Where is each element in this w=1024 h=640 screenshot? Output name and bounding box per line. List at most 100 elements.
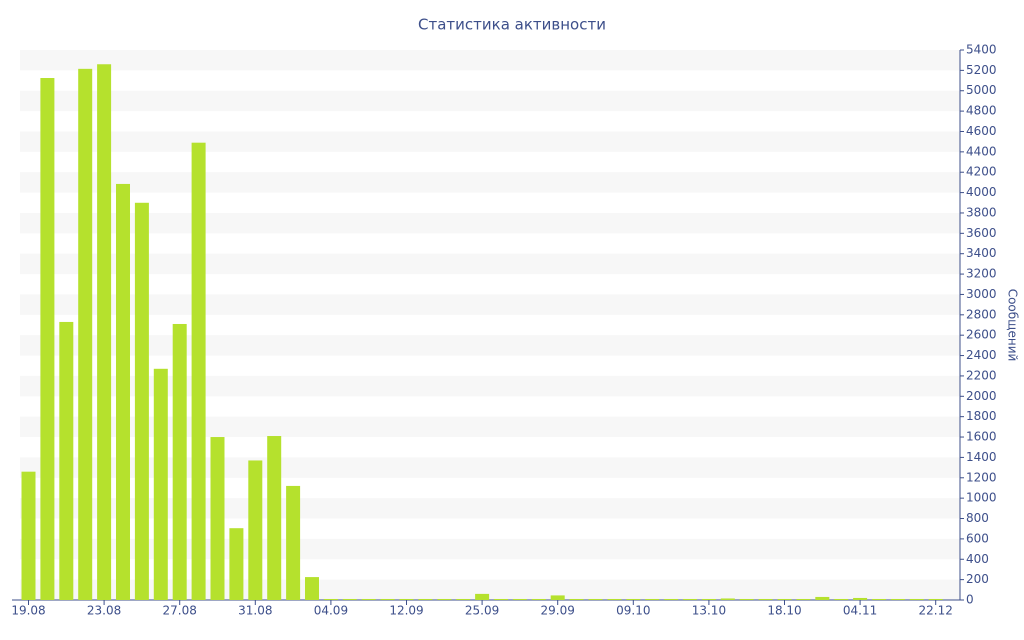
- bar: [305, 577, 319, 600]
- x-tick-label: 04.09: [314, 604, 348, 618]
- y-tick-label: 2600: [966, 328, 997, 342]
- bar: [872, 598, 886, 600]
- y-tick-label: 5200: [966, 63, 997, 77]
- y-tick-label: 4400: [966, 144, 997, 158]
- y-tick-label: 2000: [966, 389, 997, 403]
- bar: [683, 598, 697, 600]
- bar: [777, 598, 792, 600]
- bar: [210, 437, 225, 600]
- bar: [512, 598, 527, 600]
- bar: [890, 598, 905, 600]
- bar: [40, 78, 55, 600]
- bar: [248, 460, 263, 600]
- bar: [569, 598, 584, 600]
- bar: [758, 598, 773, 600]
- y-tick-label: 5000: [966, 83, 997, 97]
- bar: [380, 598, 395, 600]
- y-tick-label: 600: [966, 531, 989, 545]
- bar: [21, 471, 36, 600]
- grid-band: [20, 375, 960, 397]
- x-tick-label: 25.09: [465, 604, 499, 618]
- bar: [286, 485, 301, 600]
- x-tick-label: 13.10: [692, 604, 726, 618]
- y-tick-label: 4200: [966, 165, 997, 179]
- bar: [796, 598, 811, 600]
- bar: [739, 598, 754, 600]
- y-tick-label: 2200: [966, 368, 997, 382]
- x-tick-label: 27.08: [163, 604, 197, 618]
- bar: [909, 598, 924, 600]
- bar: [78, 68, 93, 600]
- bar: [229, 528, 244, 600]
- bar: [342, 598, 357, 600]
- y-tick-label: 1800: [966, 409, 997, 423]
- y-tick-label: 4600: [966, 124, 997, 138]
- grid-band: [20, 50, 960, 71]
- bar: [815, 596, 830, 600]
- y-tick-label: 5400: [966, 43, 997, 57]
- bar: [267, 436, 282, 600]
- grid-band: [20, 212, 960, 234]
- bar: [550, 595, 565, 600]
- x-tick-label: 09.10: [616, 604, 650, 618]
- y-tick-label: 4000: [966, 185, 997, 199]
- y-tick-label: 1600: [966, 430, 997, 444]
- x-tick-label: 04.11: [843, 604, 877, 618]
- bar: [531, 598, 546, 600]
- y-tick-label: 3000: [966, 287, 997, 301]
- bar: [588, 598, 603, 600]
- y-tick-label: 3400: [966, 246, 997, 260]
- y-tick-label: 3200: [966, 267, 997, 281]
- bar: [475, 593, 490, 600]
- bar: [834, 598, 849, 600]
- x-tick-label: 31.08: [238, 604, 272, 618]
- y-tick-label: 1400: [966, 450, 997, 464]
- bar: [494, 598, 508, 600]
- y-tick-label: 800: [966, 511, 989, 525]
- x-tick-label: 22.12: [919, 604, 953, 618]
- bar: [928, 598, 943, 600]
- bar: [853, 597, 868, 600]
- bar: [153, 368, 168, 600]
- bar: [191, 142, 206, 600]
- bar: [418, 598, 433, 600]
- grid-band: [20, 172, 960, 193]
- y-tick-label: 2800: [966, 307, 997, 321]
- y-tick-label: 1200: [966, 470, 997, 484]
- bar: [664, 598, 679, 600]
- y-tick-label: 4800: [966, 104, 997, 118]
- grid-band: [20, 416, 960, 438]
- y-tick-label: 400: [966, 552, 989, 566]
- y-tick-label: 3600: [966, 226, 997, 240]
- y-axis-label: Сообщений: [1006, 289, 1020, 362]
- grid-band: [20, 294, 960, 315]
- bar: [720, 598, 735, 600]
- x-tick-label: 19.08: [11, 604, 45, 618]
- chart-title: Статистика активности: [418, 16, 606, 34]
- bar: [59, 321, 74, 600]
- bar: [134, 202, 149, 600]
- grid-band: [20, 131, 960, 152]
- x-tick-label: 12.09: [389, 604, 423, 618]
- bar: [172, 323, 187, 600]
- bar: [323, 598, 338, 600]
- bar: [626, 598, 641, 600]
- grid-band: [20, 90, 960, 112]
- y-tick-label: 1000: [966, 491, 997, 505]
- y-tick-label: 200: [966, 572, 989, 586]
- bar: [645, 598, 660, 600]
- bar: [399, 598, 414, 600]
- grid-band: [20, 253, 960, 275]
- bar: [701, 598, 716, 600]
- x-tick-label: 29.09: [541, 604, 575, 618]
- y-tick-label: 3800: [966, 205, 997, 219]
- x-tick-label: 18.10: [767, 604, 801, 618]
- bar: [116, 183, 130, 600]
- y-tick-label: 2400: [966, 348, 997, 362]
- bar: [361, 598, 376, 600]
- y-tick-label: 0: [966, 593, 974, 607]
- bar: [97, 64, 112, 600]
- x-tick-label: 23.08: [87, 604, 121, 618]
- bar: [456, 598, 471, 600]
